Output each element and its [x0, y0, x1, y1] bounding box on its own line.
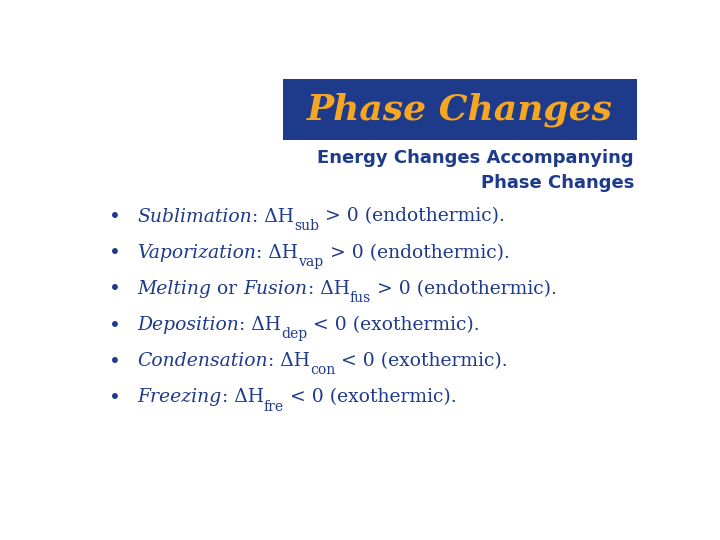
Text: Condensation: Condensation [138, 352, 268, 370]
Text: Freezing: Freezing [138, 388, 222, 407]
Text: •: • [109, 352, 121, 371]
Text: Energy Changes Accompanying: Energy Changes Accompanying [318, 150, 634, 167]
Text: : ΔH: : ΔH [252, 207, 294, 226]
Text: sub: sub [294, 219, 319, 233]
Text: < 0 (exothermic).: < 0 (exothermic). [307, 316, 480, 334]
Text: dep: dep [282, 327, 307, 341]
Text: : ΔH: : ΔH [256, 244, 298, 262]
Text: > 0 (endothermic).: > 0 (endothermic). [319, 207, 505, 226]
Text: : ΔH: : ΔH [222, 388, 264, 407]
Text: : ΔH: : ΔH [239, 316, 282, 334]
Text: con: con [310, 363, 336, 377]
Text: Phase Changes: Phase Changes [481, 174, 634, 192]
Text: or: or [212, 280, 243, 298]
Text: Sublimation: Sublimation [138, 207, 252, 226]
Text: •: • [109, 315, 121, 335]
Text: •: • [109, 243, 121, 262]
Text: Phase Changes: Phase Changes [307, 92, 613, 127]
Text: < 0 (exothermic).: < 0 (exothermic). [284, 388, 456, 407]
Text: Melting: Melting [138, 280, 212, 298]
Text: > 0 (endothermic).: > 0 (endothermic). [371, 280, 557, 298]
Text: •: • [109, 207, 121, 226]
Text: : ΔH: : ΔH [268, 352, 310, 370]
Text: fus: fus [350, 291, 371, 305]
Text: vap: vap [298, 255, 323, 269]
Text: Vaporization: Vaporization [138, 244, 256, 262]
Text: > 0 (endothermic).: > 0 (endothermic). [323, 244, 510, 262]
FancyBboxPatch shape [282, 79, 637, 140]
Text: : ΔH: : ΔH [307, 280, 350, 298]
Text: < 0 (exothermic).: < 0 (exothermic). [336, 352, 508, 370]
Text: fre: fre [264, 400, 284, 414]
Text: Deposition: Deposition [138, 316, 239, 334]
Text: •: • [109, 388, 121, 407]
Text: Fusion: Fusion [243, 280, 307, 298]
Text: •: • [109, 279, 121, 299]
